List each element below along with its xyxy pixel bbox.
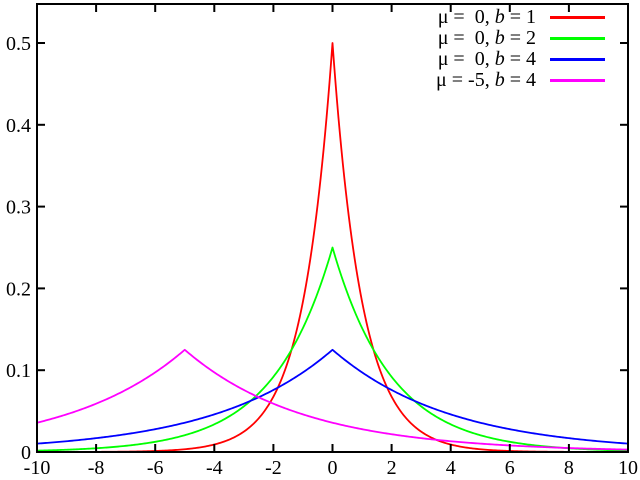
legend-entry: μ = 0, b = 2	[436, 28, 605, 49]
curve-mu-0-b-4	[37, 348, 628, 445]
x-tick-label: 10	[618, 457, 638, 479]
x-tick-label: -8	[88, 457, 105, 479]
x-tick-label: -6	[147, 457, 164, 479]
legend-entry-line	[550, 58, 605, 61]
x-tick-label: 4	[446, 457, 456, 479]
curve-mu-0-b-2	[37, 246, 628, 452]
y-tick-label: 0.1	[6, 360, 31, 382]
legend-entry-line	[550, 37, 605, 40]
x-tick-label: 0	[328, 457, 338, 479]
y-tick-label: 0.4	[6, 115, 31, 137]
x-tick-label: 8	[564, 457, 574, 479]
y-tick-label: 0.5	[6, 33, 31, 55]
y-tick-label: 0	[21, 442, 31, 464]
legend-entry-line	[550, 79, 605, 82]
x-tick-label: -10	[24, 457, 51, 479]
x-tick-label: 6	[505, 457, 515, 479]
curves-group	[37, 42, 628, 452]
legend-entry: μ = 0, b = 1	[436, 7, 605, 28]
legend-entry: μ = -5, b = 4	[436, 70, 605, 91]
ticks-group	[36, 4, 629, 453]
y-tick-label: 0.3	[6, 197, 31, 219]
legend-entry-line	[550, 16, 605, 19]
legend-entry-label: μ = 0, b = 1	[437, 6, 536, 28]
y-tick-label: 0.2	[6, 278, 31, 300]
legend-entry-label: μ = 0, b = 2	[437, 27, 536, 49]
legend-entry-label: μ = 0, b = 4	[437, 48, 536, 70]
legend-entry: μ = 0, b = 4	[436, 49, 605, 70]
x-tick-label: -2	[265, 457, 282, 479]
x-tick-label: 2	[387, 457, 397, 479]
curve-mu-5-b-4	[37, 348, 628, 451]
legend-entry-label: μ = -5, b = 4	[436, 69, 536, 91]
tick-labels-group: -10 -8 -6 -4 -2 0 2 4 6 8 10 0 0.1 0.2 0.3 0.4 0.5	[6, 33, 638, 479]
x-tick-label: -4	[206, 457, 223, 479]
